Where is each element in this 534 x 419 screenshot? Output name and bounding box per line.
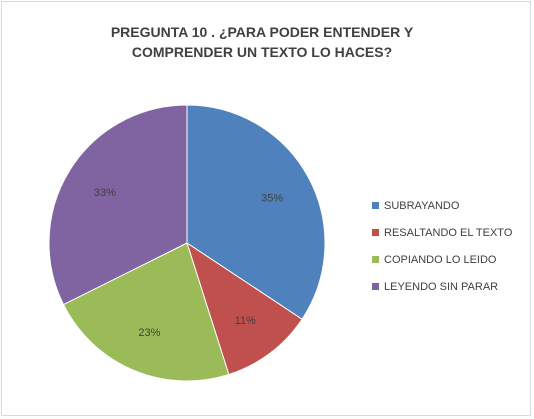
legend-swatch — [372, 202, 379, 209]
pie-data-label: 35% — [261, 192, 283, 204]
chart-title: PREGUNTA 10 . ¿PARA PODER ENTENDER Y COM… — [62, 22, 462, 62]
legend-label: LEYENDO SIN PARAR — [384, 280, 499, 293]
chart-title-line-1: PREGUNTA 10 . ¿PARA PODER ENTENDER Y — [110, 24, 414, 40]
legend-swatch — [372, 283, 379, 290]
legend-item: LEYENDO SIN PARAR — [372, 273, 512, 300]
chart-title-line-2: COMPRENDER UN TEXTO LO HACES? — [131, 44, 393, 60]
legend-swatch — [372, 229, 379, 236]
legend-label: RESALTANDO EL TEXTO — [384, 226, 513, 239]
legend-swatch — [372, 256, 379, 263]
legend-label: COPIANDO LO LEIDO — [384, 253, 497, 266]
legend-label: SUBRAYANDO — [384, 199, 460, 212]
pie-data-label: 23% — [138, 327, 160, 339]
pie-slice-copiando-lo-leido — [62, 242, 230, 382]
pie-data-label: 11% — [235, 315, 256, 327]
pie-slice-resaltando-el-texto — [186, 241, 303, 376]
legend-item: RESALTANDO EL TEXTO — [372, 219, 512, 246]
legend-item: SUBRAYANDO — [372, 192, 512, 219]
legend-item: COPIANDO LO LEIDO — [372, 246, 512, 273]
pie-data-label: 33% — [94, 187, 116, 199]
pie-slice-leyendo-sin-parar — [48, 104, 188, 306]
chart-legend: SUBRAYANDO RESALTANDO EL TEXTO COPIANDO LO… — [372, 192, 512, 300]
